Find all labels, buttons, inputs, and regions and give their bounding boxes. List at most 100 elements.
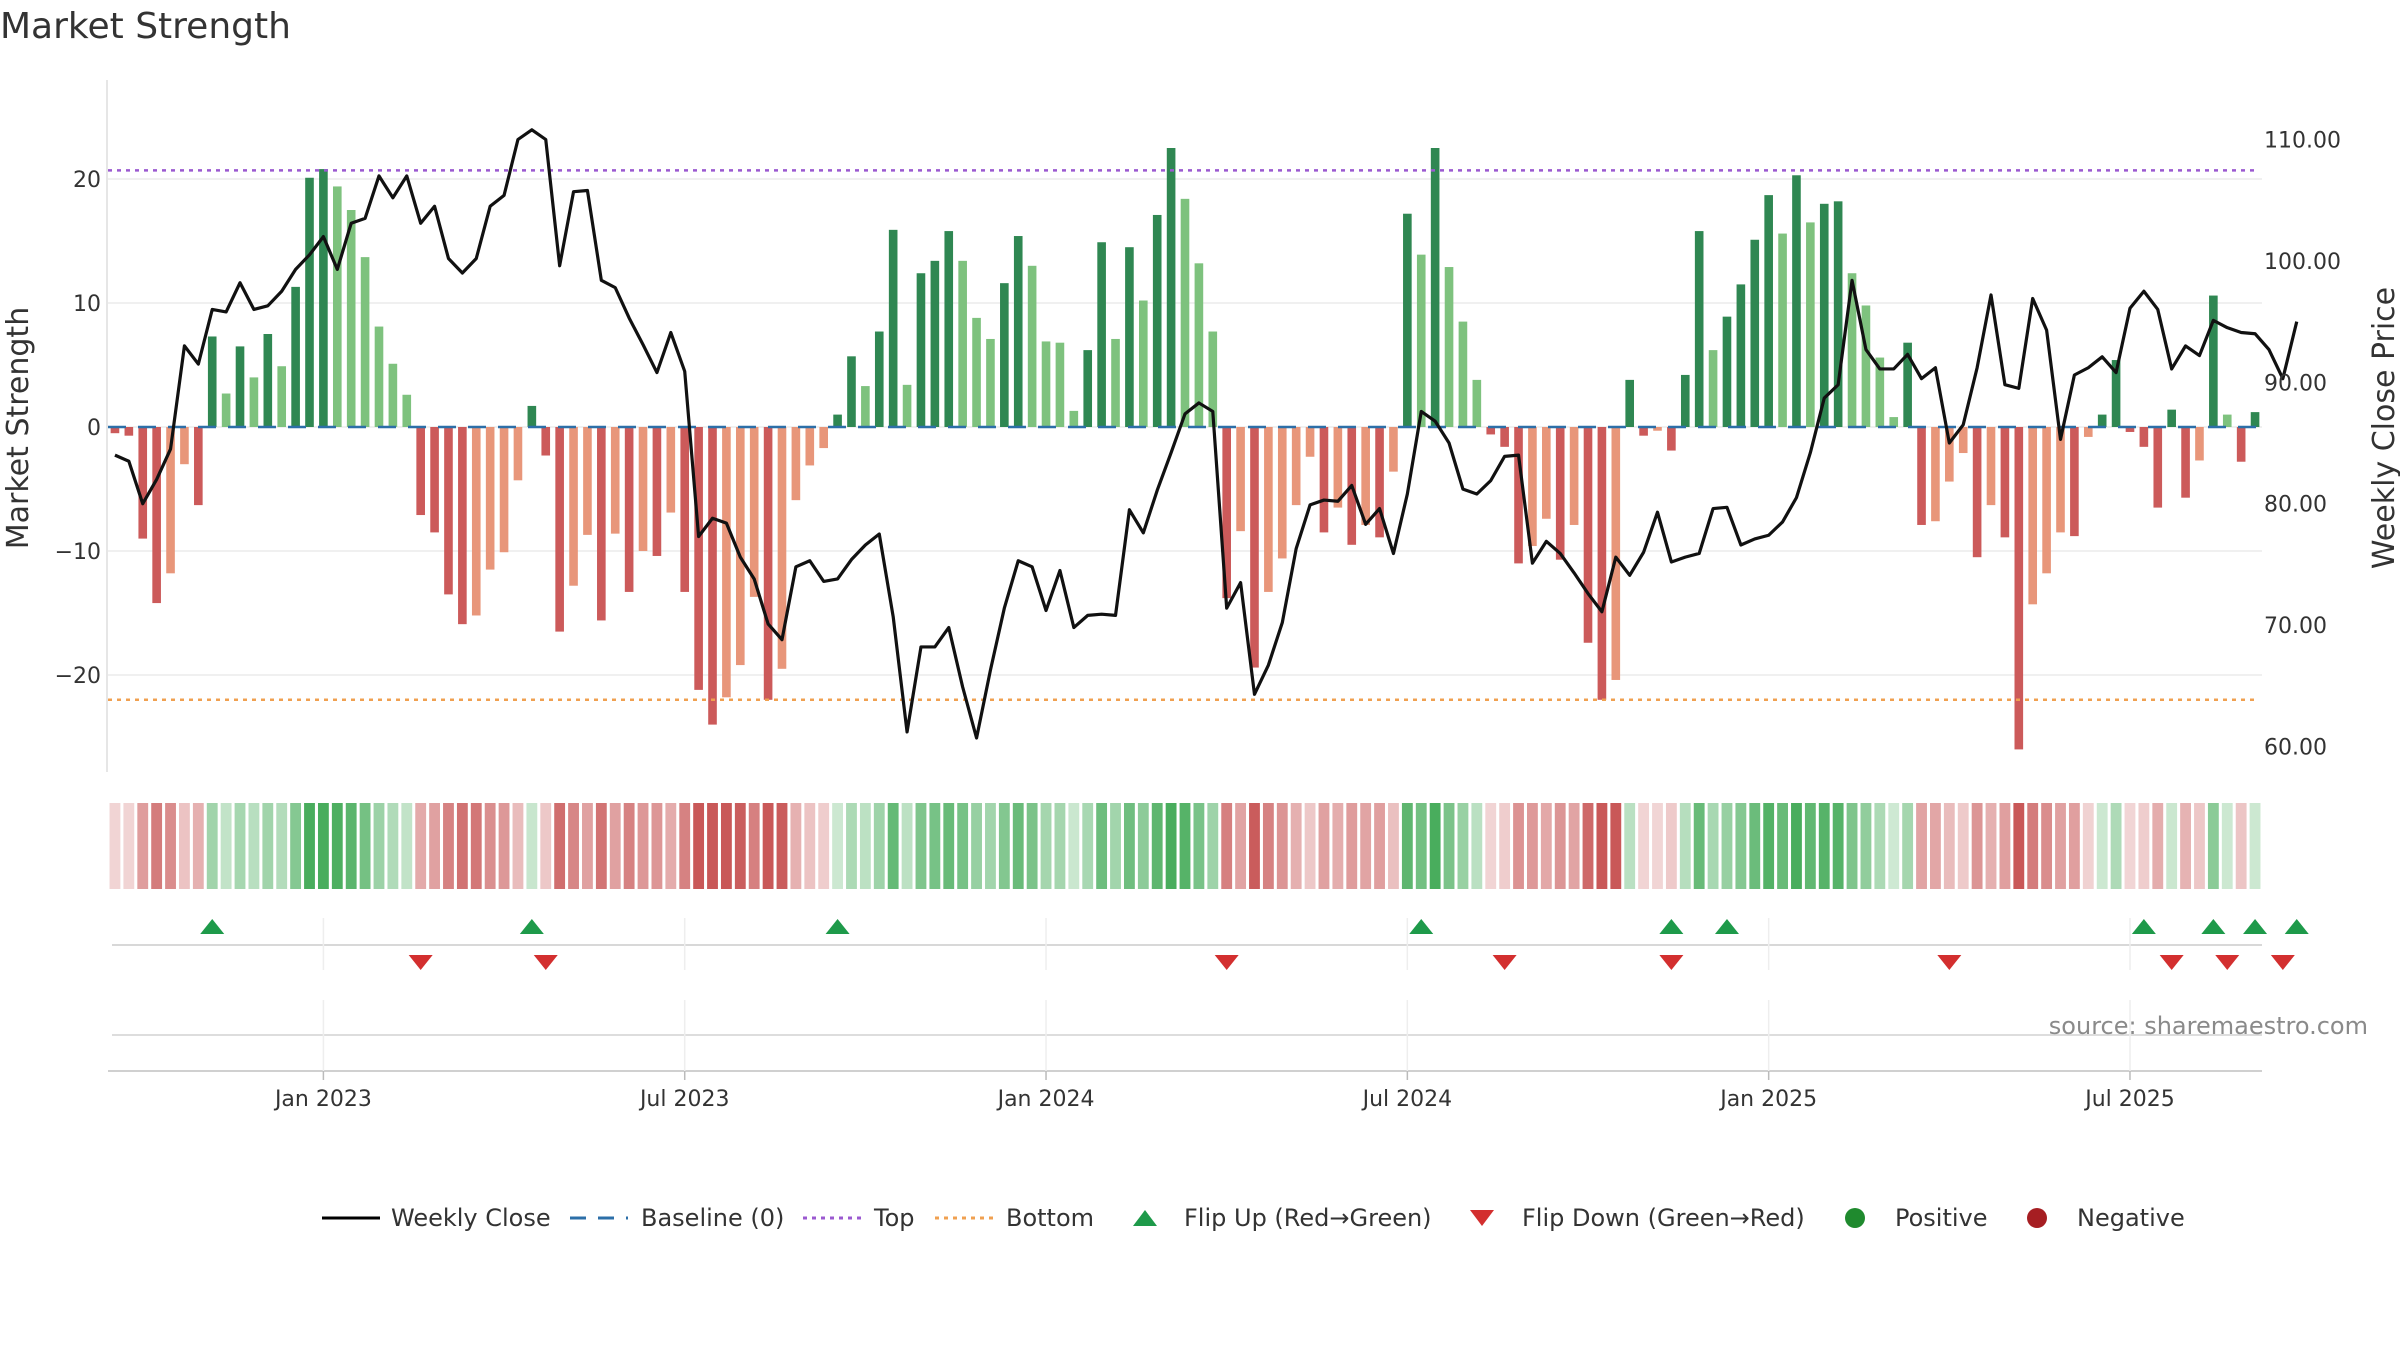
flip-markers-panel <box>112 918 2309 970</box>
heat-cell <box>1957 803 1969 889</box>
strength-bar <box>2222 414 2232 427</box>
heat-cell <box>915 803 927 889</box>
heat-cell <box>1151 803 1163 889</box>
y-axis-title: Market Strength <box>1 307 36 549</box>
strength-bar <box>1708 350 1718 427</box>
heat-cell <box>1360 803 1372 889</box>
heat-cell <box>2068 803 2080 889</box>
strength-bar <box>819 427 828 449</box>
heat-cell <box>1624 803 1636 889</box>
heat-cell <box>1471 803 1483 889</box>
strength-bar <box>1097 242 1106 427</box>
strength-bar <box>722 427 731 698</box>
strength-bar <box>597 427 606 621</box>
legend-item: Weekly Close <box>322 1204 551 1232</box>
flip-down-marker <box>1492 955 1517 970</box>
strength-bar <box>1667 427 1676 451</box>
strength-bar <box>1416 254 1426 427</box>
heat-cell <box>1401 803 1413 889</box>
strength-bar <box>861 386 870 427</box>
strength-bar <box>1472 379 1482 427</box>
strength-bar <box>1180 198 1190 427</box>
flip-up-marker <box>2201 919 2226 934</box>
strength-bar <box>2028 427 2038 605</box>
strength-bar <box>1861 305 1871 427</box>
heat-cell <box>679 803 691 889</box>
heat-cell <box>1374 803 1385 889</box>
heat-cell <box>1638 803 1650 889</box>
legend-label: Flip Down (Green→Red) <box>1522 1204 1805 1232</box>
heat-cell <box>2249 803 2261 889</box>
x-tick-label: Jul 2023 <box>638 1087 730 1112</box>
legend: Weekly Close Baseline (0) Top Bottom Flip Up… <box>322 1204 2185 1232</box>
heat-cell <box>2207 803 2219 889</box>
strength-bar <box>249 377 259 427</box>
heat-cell <box>818 803 830 889</box>
strength-bar <box>708 427 717 725</box>
strength-bar <box>291 286 300 427</box>
heat-cell <box>220 803 232 889</box>
strength-bar <box>958 260 967 427</box>
reference-lines <box>108 169 2262 702</box>
strength-bar <box>444 427 453 595</box>
strength-bar <box>1291 427 1301 506</box>
strength-bar <box>1611 427 1621 680</box>
strength-bar <box>680 427 690 592</box>
y2-tick-label: 80.00 <box>2264 493 2327 518</box>
heat-cell <box>1971 803 1983 889</box>
strength-bar <box>207 336 217 427</box>
heat-cell <box>1902 803 1914 889</box>
strength-bar <box>777 427 787 669</box>
strength-bar <box>2181 427 2190 498</box>
strength-heatmap-strip <box>109 803 2261 889</box>
heat-cell <box>901 803 913 889</box>
strength-bar <box>1903 342 1912 427</box>
heat-cell <box>609 803 621 889</box>
strength-bar <box>2042 427 2051 574</box>
strength-bar <box>1986 427 1996 506</box>
heat-cell <box>526 803 538 889</box>
heat-cell <box>1610 803 1622 889</box>
strength-bar <box>1569 427 1579 525</box>
heat-cell <box>262 803 274 889</box>
heat-cell <box>762 803 774 889</box>
heat-cell <box>1068 803 1080 889</box>
strength-bar <box>2209 295 2218 427</box>
strength-bar <box>2097 414 2107 427</box>
strength-bar <box>694 427 703 690</box>
strength-bar <box>1555 427 1565 560</box>
strength-bar <box>1500 427 1509 447</box>
strength-bar <box>1333 427 1343 508</box>
heat-cell <box>790 803 802 889</box>
strength-bar <box>1736 284 1746 427</box>
x-tick-label: Jul 2024 <box>1361 1087 1453 1112</box>
heat-cell <box>1568 803 1580 889</box>
heat-cell <box>720 803 732 889</box>
legend-item: Flip Up (Red→Green) <box>1133 1204 1432 1232</box>
strength-bar <box>1847 273 1857 427</box>
legend-label: Flip Up (Red→Green) <box>1184 1204 1432 1232</box>
heat-cell <box>512 803 524 889</box>
strength-bar <box>972 317 981 427</box>
strength-bar <box>1389 427 1398 472</box>
heat-cell <box>304 803 315 889</box>
strength-bar <box>1542 427 1551 519</box>
heat-cell <box>693 803 705 889</box>
legend-label: Negative <box>2077 1204 2185 1232</box>
heat-cell <box>1554 803 1566 889</box>
legend-item: Bottom <box>935 1204 1094 1232</box>
strength-bar <box>430 427 439 533</box>
heat-cell <box>1165 803 1177 889</box>
strength-bar <box>1583 427 1593 643</box>
x-tick-label: Jan 2023 <box>273 1087 372 1112</box>
strength-bar <box>1945 427 1954 482</box>
strength-bar <box>1597 427 1607 700</box>
strength-bar <box>1361 427 1370 525</box>
strength-bar <box>1194 263 1204 427</box>
strength-bar <box>1125 247 1134 427</box>
heat-cell <box>637 803 649 889</box>
heat-cell <box>887 803 899 889</box>
strength-bar <box>152 427 161 604</box>
strength-bar <box>1236 427 1245 532</box>
strength-bar <box>1166 148 1176 427</box>
